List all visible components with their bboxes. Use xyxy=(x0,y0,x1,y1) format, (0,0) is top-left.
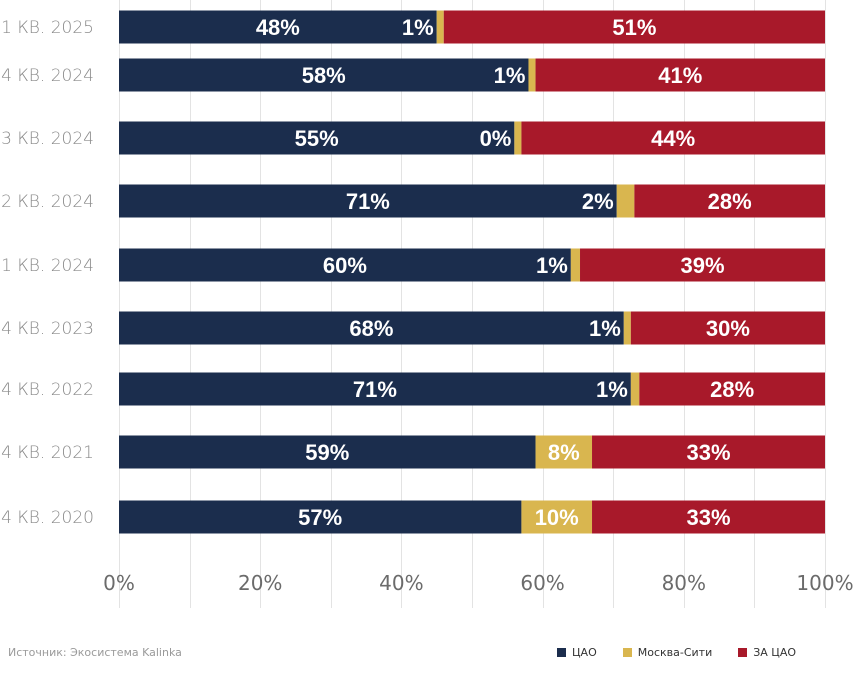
bar-segment xyxy=(119,311,624,345)
category-label: 1 КВ. 2025 xyxy=(1,18,94,38)
data-label: 57% xyxy=(298,505,342,530)
bar-segment xyxy=(119,248,571,282)
legend-item-moscow-city: Москва-Сити xyxy=(622,646,713,659)
bar-segment xyxy=(535,58,825,92)
legend-swatch-outside-cao xyxy=(738,648,748,657)
category-label: 4 КВ. 2023 xyxy=(1,319,94,339)
category-label: 4 КВ. 2021 xyxy=(1,443,94,463)
data-label: 1% xyxy=(589,316,621,341)
bar-segment xyxy=(592,435,825,469)
x-tick-labels: 0% 20% 40% 60% 80% 100% xyxy=(103,571,853,595)
data-label: 1% xyxy=(596,377,628,402)
category-label: 4 КВ. 2024 xyxy=(1,66,94,86)
bar-segment xyxy=(119,184,617,218)
x-tick-label: 60% xyxy=(520,571,564,595)
bar-segment xyxy=(634,184,825,218)
legend-item-cao: ЦАО xyxy=(557,646,597,659)
data-label: 68% xyxy=(349,316,393,341)
data-label: 39% xyxy=(680,253,724,278)
data-label: 71% xyxy=(353,377,397,402)
bar-segment xyxy=(119,58,529,92)
bar-segment xyxy=(119,10,437,44)
data-label: 1% xyxy=(402,15,434,40)
legend-label-outside-cao: ЗА ЦАО xyxy=(753,646,797,659)
data-label: 2% xyxy=(582,189,614,214)
data-label: 44% xyxy=(651,126,695,151)
category-label: 1 КВ. 2024 xyxy=(1,256,94,276)
legend-label-moscow-city: Москва-Сити xyxy=(637,646,713,659)
stacked-bar-chart: 48% 1% 51% 58% 1% 41% 55% 0% 44% 71% 2% 28% 60% 1% 39%… xyxy=(1,0,854,608)
data-label: 1% xyxy=(536,253,568,278)
data-label: 60% xyxy=(323,253,367,278)
legend-swatch-moscow-city xyxy=(622,648,632,657)
data-label: 30% xyxy=(706,316,750,341)
x-tick-label: 20% xyxy=(238,571,282,595)
bar-segment xyxy=(580,248,825,282)
bar-segment xyxy=(436,10,444,44)
data-label: 51% xyxy=(612,15,656,40)
data-label: 10% xyxy=(535,505,579,530)
bar-segment xyxy=(630,311,825,345)
data-label: 59% xyxy=(305,440,349,465)
data-label: 41% xyxy=(658,63,702,88)
bar-segment xyxy=(119,372,631,406)
bars: 48% 1% 51% 58% 1% 41% 55% 0% 44% 71% 2% 28% 60% 1% 39%… xyxy=(119,10,825,534)
bar-segment xyxy=(119,121,515,155)
bar-segment xyxy=(570,248,581,282)
data-label: 8% xyxy=(548,440,580,465)
x-tick-label: 0% xyxy=(103,571,135,595)
bar-segment xyxy=(616,184,635,218)
bar-segment xyxy=(535,435,593,469)
legend: ЦАО Москва-Сити ЗА ЦАО xyxy=(557,646,796,659)
data-label: 71% xyxy=(346,189,390,214)
bar-segment xyxy=(443,10,825,44)
data-label: 48% xyxy=(256,15,300,40)
data-label: 28% xyxy=(710,377,754,402)
legend-swatch-cao xyxy=(557,648,566,657)
bar-segment xyxy=(639,372,825,406)
data-label: 0% xyxy=(480,126,512,151)
category-label: 2 КВ. 2024 xyxy=(1,192,94,212)
x-tick-label: 40% xyxy=(379,571,423,595)
category-label: 4 КВ. 2020 xyxy=(1,508,94,528)
data-label: 58% xyxy=(302,63,346,88)
data-label: 1% xyxy=(494,63,526,88)
category-label: 3 КВ. 2024 xyxy=(1,129,94,149)
bar-segment xyxy=(623,311,631,345)
source-note: Источник: Экосистема Kalinka xyxy=(8,646,182,659)
data-label: 28% xyxy=(708,189,752,214)
category-label: 4 КВ. 2022 xyxy=(1,380,94,400)
category-labels: 1 КВ. 2025 4 КВ. 2024 3 КВ. 2024 2 КВ. 2024… xyxy=(1,18,94,528)
bar-segment xyxy=(521,121,825,155)
legend-label-cao: ЦАО xyxy=(572,646,597,659)
bar-segment xyxy=(521,500,593,534)
bar-segment xyxy=(630,372,640,406)
bar-segment xyxy=(528,58,536,92)
data-label: 33% xyxy=(686,505,730,530)
bar-segment xyxy=(119,500,522,534)
legend-item-outside-cao: ЗА ЦАО xyxy=(738,646,796,659)
bar-segment xyxy=(119,435,536,469)
bar-segment xyxy=(514,121,522,155)
x-tick-label: 80% xyxy=(662,571,706,595)
bar-segment xyxy=(592,500,825,534)
data-label: 55% xyxy=(295,126,339,151)
x-tick-label: 100% xyxy=(796,571,853,595)
data-label: 33% xyxy=(686,440,730,465)
